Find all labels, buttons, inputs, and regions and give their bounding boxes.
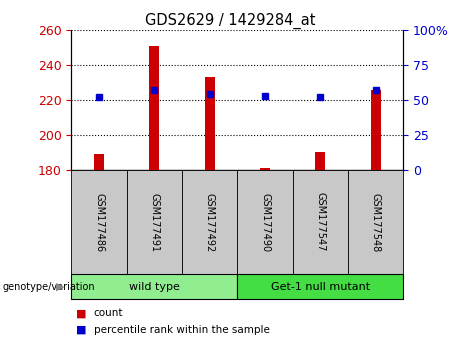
Text: genotype/variation: genotype/variation [2,282,95,292]
Text: ■: ■ [76,308,87,318]
Text: percentile rank within the sample: percentile rank within the sample [94,325,270,335]
Bar [205,77,215,170]
Bar [260,168,270,170]
Text: GSM177548: GSM177548 [371,193,381,252]
Text: GSM177486: GSM177486 [94,193,104,252]
Bar [94,154,104,170]
Text: ▶: ▶ [56,282,64,292]
Text: GSM177492: GSM177492 [205,193,215,252]
Text: GSM177491: GSM177491 [149,193,160,252]
Bar [315,153,325,170]
Bar [371,90,381,170]
Text: wild type: wild type [129,282,180,292]
Text: Get-1 null mutant: Get-1 null mutant [271,282,370,292]
Text: GSM177490: GSM177490 [260,193,270,252]
Text: count: count [94,308,123,318]
Text: GDS2629 / 1429284_at: GDS2629 / 1429284_at [145,12,316,29]
Text: GSM177547: GSM177547 [315,193,325,252]
Text: ■: ■ [76,325,87,335]
Bar [149,46,160,170]
